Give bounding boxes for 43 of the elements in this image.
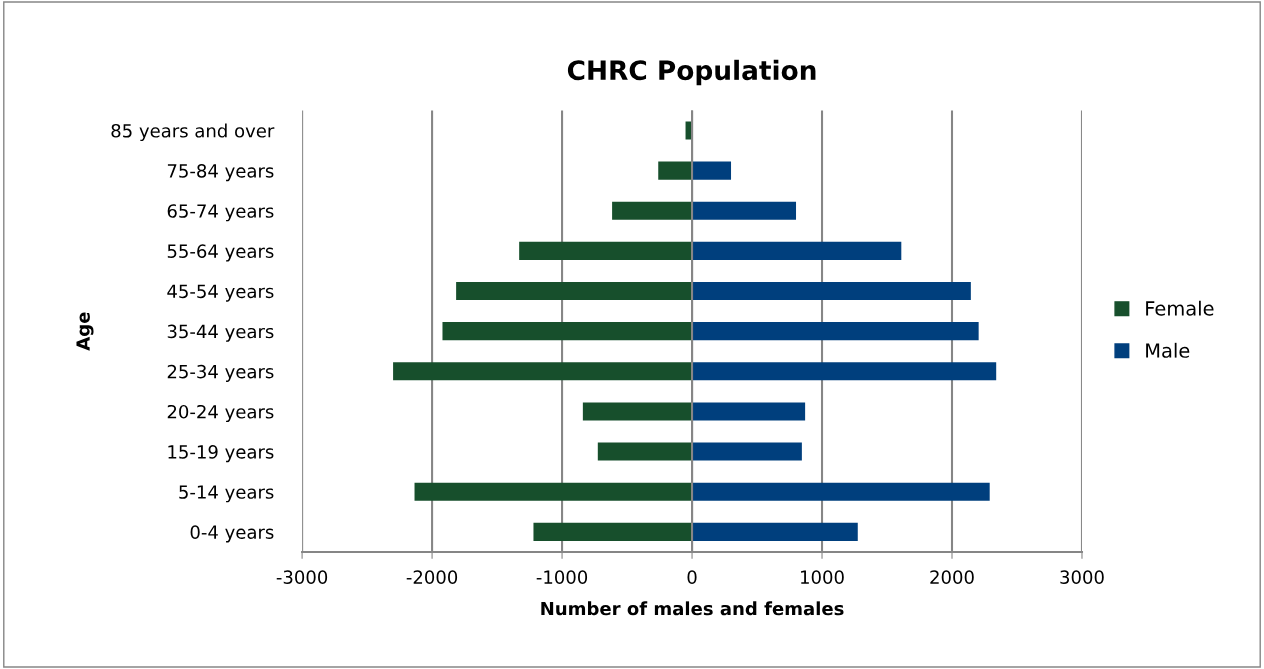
x-tick-label: 2000	[930, 570, 974, 584]
y-tick-label: 25-34 years	[167, 364, 274, 382]
bar	[692, 241, 902, 260]
bar	[414, 482, 693, 501]
bar	[692, 522, 858, 541]
y-tick-label: 65-74 years	[167, 204, 274, 222]
y-tick-label: 5-14 years	[179, 485, 274, 503]
x-tick-label: -3000	[276, 570, 328, 584]
chart-title: CHRC Population	[567, 59, 816, 86]
bar	[692, 161, 732, 180]
legend-label: Female	[1146, 300, 1214, 316]
bar	[533, 522, 693, 541]
bar	[692, 402, 806, 421]
y-tick-label: 75-84 years	[167, 164, 274, 182]
bar	[442, 322, 693, 341]
x-axis-title: Number of males and females	[541, 601, 844, 616]
y-tick-label: 0-4 years	[190, 525, 274, 543]
x-tick-label: 3000	[1060, 570, 1104, 584]
bar	[612, 201, 693, 220]
bar	[692, 281, 971, 301]
x-tick-label: 0	[687, 570, 697, 584]
y-axis-title: Age	[76, 312, 94, 351]
bar	[597, 442, 693, 461]
x-tick-label: -2000	[406, 570, 458, 584]
bar	[692, 482, 990, 501]
x-tick-label: -1000	[536, 570, 588, 584]
bar	[393, 362, 693, 381]
x-tick-label: 1000	[801, 570, 844, 584]
bar	[658, 161, 693, 180]
bar	[692, 201, 797, 220]
y-tick-label: 20-24 years	[167, 404, 274, 423]
bar	[692, 362, 997, 381]
bar	[582, 402, 693, 421]
bar	[519, 241, 693, 260]
y-tick-label: 55-64 years	[167, 244, 274, 262]
y-tick-label: 35-44 years	[167, 324, 274, 342]
legend-label: Male	[1146, 342, 1190, 358]
bar	[692, 322, 979, 341]
bar	[692, 442, 802, 461]
y-tick-label: 85 years and over	[111, 123, 275, 142]
y-tick-label: 15-19 years	[168, 445, 274, 463]
y-tick-label: 45-54 years	[167, 284, 274, 302]
bar	[456, 281, 693, 301]
